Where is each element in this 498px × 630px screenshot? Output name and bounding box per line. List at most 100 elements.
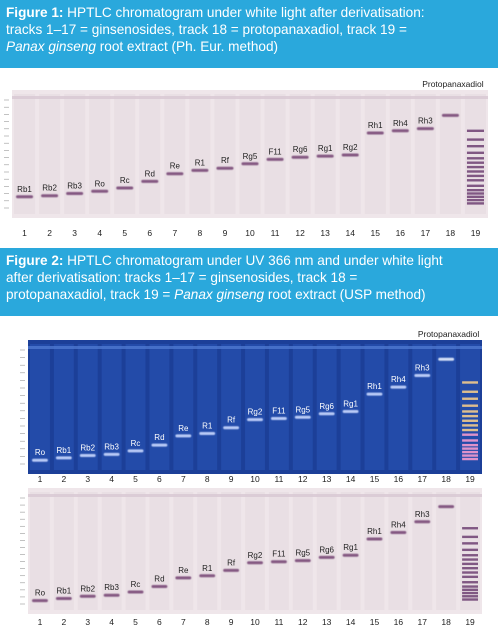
figure-1-chromatogram: Rb1 Rb2 Rb3 Ro Rc Rd Re R1 Rf Rg5 F11 Rg6 Rg1 Rg2 Rh1 R… bbox=[0, 68, 498, 244]
fig1-band-label: Re bbox=[170, 162, 181, 171]
fig2-uv-extract-band bbox=[462, 424, 478, 427]
figure-2-caption-line3-pre: protopanaxadiol, track 19 = bbox=[6, 287, 175, 302]
fig2-uv-track-number: 4 bbox=[109, 474, 114, 484]
fig2-wl-solvent-front bbox=[28, 494, 482, 497]
fig1-lane bbox=[189, 94, 211, 214]
fig1-track-number: 18 bbox=[446, 228, 456, 238]
fig2-wl-track-number: 17 bbox=[418, 617, 428, 627]
fig2-wl-band bbox=[175, 576, 192, 580]
fig1-band bbox=[341, 153, 359, 157]
fig1-track-number: 1 bbox=[22, 228, 27, 238]
fig2-wl-extract-band bbox=[462, 548, 478, 552]
fig2-uv-lane bbox=[436, 344, 457, 470]
fig2-wl-lane bbox=[364, 492, 385, 610]
fig2-wl-track-number: 11 bbox=[274, 617, 283, 627]
fig2-uv-lane bbox=[388, 344, 409, 470]
fig2-uv-track-number: 15 bbox=[370, 474, 380, 484]
figure-1-caption-line3: root extract (Ph. Eur. method) bbox=[95, 39, 279, 54]
fig2-uv-track-number: 16 bbox=[394, 474, 404, 484]
fig2-wl-band-label: Rb2 bbox=[80, 584, 95, 593]
fig1-band bbox=[266, 157, 284, 161]
fig1-track-number: 10 bbox=[245, 228, 255, 238]
fig2-wl-band-label: Rb3 bbox=[104, 583, 119, 592]
fig2-uv-band bbox=[127, 449, 144, 453]
fig1-band-label: Rg6 bbox=[293, 145, 308, 154]
fig1-band bbox=[116, 186, 134, 190]
figure-1-caption-line2: tracks 1–17 = ginsenosides, track 18 = p… bbox=[6, 22, 407, 37]
fig1-extract-band bbox=[466, 151, 484, 154]
figure-2-plates: Ro Rb1 Rb2 Rb3 Rc Rd Re R1 Rf Rg2 F11 Rg5 Rg6 Rg1 Rh1 R… bbox=[20, 329, 482, 627]
fig2-uv-lane bbox=[77, 344, 98, 470]
fig2-wl-extract-band bbox=[462, 527, 478, 530]
fig1-band bbox=[91, 189, 109, 193]
fig2-wl-track-number: 5 bbox=[133, 617, 138, 627]
fig1-extract-band bbox=[466, 202, 484, 205]
fig2-wl-lane bbox=[101, 492, 122, 610]
fig2-wl-band bbox=[318, 555, 335, 559]
fig2-uv-lane bbox=[197, 344, 218, 470]
fig2-uv-extract-band bbox=[462, 439, 478, 442]
fig2-uv-band bbox=[32, 458, 48, 462]
fig2-wl-band-label: Rd bbox=[154, 575, 164, 584]
fig2-uv-band-label: Rc bbox=[131, 439, 141, 448]
fig1-track-number: 16 bbox=[396, 228, 406, 238]
fig2-uv-band-label: Rd bbox=[154, 433, 164, 442]
fig2-wl-track-number: 8 bbox=[205, 617, 210, 627]
fig2-uv-lane bbox=[316, 344, 337, 470]
fig2-wl-extract-band bbox=[462, 575, 478, 579]
fig2-uv-lane bbox=[364, 344, 385, 470]
fig2-uv-band bbox=[103, 452, 120, 456]
fig2-wl-lane bbox=[53, 492, 74, 610]
fig1-band-label: Rg2 bbox=[343, 143, 358, 152]
fig2-wl-band-label: Rg5 bbox=[295, 549, 310, 558]
fig1-extract-band bbox=[466, 184, 484, 187]
fig2-wl-extract-band bbox=[462, 585, 478, 588]
fig2-uv-band-label: Rh3 bbox=[415, 364, 430, 373]
fig2-uv-extract-band bbox=[462, 414, 478, 418]
fig2-wl-lane bbox=[221, 492, 242, 610]
fig1-protopanaxadiol-label: Protopanaxadiol bbox=[422, 79, 484, 89]
fig2-wl-lane bbox=[77, 492, 98, 610]
fig1-track-number: 19 bbox=[471, 228, 481, 238]
fig1-extract-band bbox=[466, 192, 484, 195]
fig2-wl-extract-band bbox=[462, 598, 478, 601]
fig1-track-number: 7 bbox=[172, 228, 177, 238]
fig2-wl-track-number: 7 bbox=[181, 617, 186, 627]
fig2-uv-track-number: 1 bbox=[38, 474, 43, 484]
fig2-uv-band-label: Rb3 bbox=[104, 442, 119, 451]
fig2-wl-band bbox=[199, 574, 216, 578]
fig2-wl-band bbox=[55, 596, 72, 600]
fig1-lane bbox=[264, 94, 286, 214]
fig2-uv-protopanaxadiol-label: Protopanaxadiol bbox=[418, 329, 480, 339]
fig1-band bbox=[216, 166, 234, 170]
fig2-wl-band-label: F11 bbox=[272, 550, 286, 559]
fig2-uv-lane bbox=[245, 344, 265, 470]
fig1-band-label: Rh1 bbox=[368, 121, 383, 130]
fig1-band bbox=[291, 155, 309, 159]
fig2-wl-band bbox=[390, 531, 407, 535]
fig2-wl-band-label: Rh3 bbox=[415, 510, 430, 519]
fig2-uv-extract-band bbox=[462, 397, 478, 400]
fig2-uv-band-label: Rh1 bbox=[367, 382, 382, 391]
fig1-extract-band bbox=[466, 138, 484, 141]
fig2-wl-band-label: Rb1 bbox=[56, 586, 71, 595]
fig2-uv-lane bbox=[292, 344, 313, 470]
fig1-band bbox=[166, 172, 184, 176]
fig2-uv-extract-band bbox=[462, 447, 478, 450]
fig1-extract-band bbox=[466, 189, 484, 192]
fig1-band-label: Rg1 bbox=[318, 144, 333, 153]
figure-1-caption-line1: HPTLC chromatogram under white light aft… bbox=[63, 5, 425, 20]
figure-1-caption-species: Panax ginseng bbox=[6, 39, 96, 54]
fig2-uv-band bbox=[55, 456, 72, 460]
fig2-wl-band-label: Rf bbox=[227, 558, 236, 567]
fig2-wl-track-number: 14 bbox=[346, 617, 356, 627]
fig2-wl-track-number: 9 bbox=[229, 617, 234, 627]
fig2-wl-band bbox=[151, 585, 168, 589]
fig2-wl-band bbox=[127, 590, 144, 594]
fig2-uv-extract-band bbox=[462, 454, 478, 457]
fig2-wl-track-number: 16 bbox=[394, 617, 404, 627]
fig1-track-number: 11 bbox=[271, 228, 280, 238]
fig2-wl-band-label: Rh4 bbox=[391, 521, 406, 530]
fig2-wl-band-label: Rg1 bbox=[343, 543, 358, 552]
fig2-uv-extract-band bbox=[462, 404, 478, 407]
